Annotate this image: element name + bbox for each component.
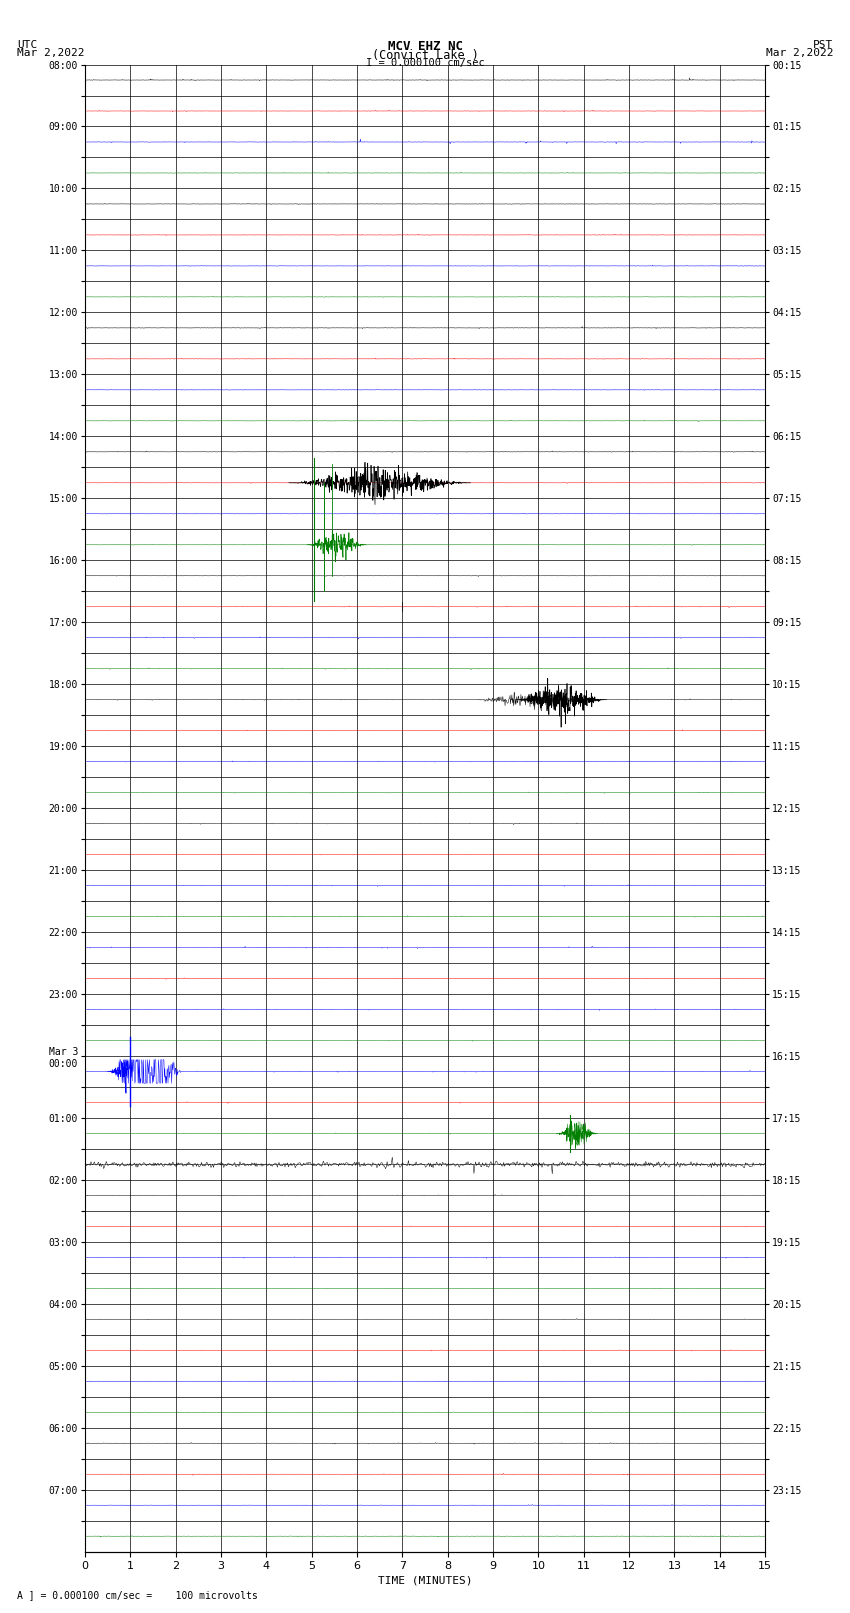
Text: UTC: UTC [17, 39, 37, 50]
Text: (Convict Lake ): (Convict Lake ) [371, 50, 479, 63]
Text: Mar 2,2022: Mar 2,2022 [17, 48, 84, 58]
Text: PST: PST [813, 39, 833, 50]
Text: A ] = 0.000100 cm/sec =    100 microvolts: A ] = 0.000100 cm/sec = 100 microvolts [17, 1590, 258, 1600]
Text: Mar 2,2022: Mar 2,2022 [766, 48, 833, 58]
Text: MCV EHZ NC: MCV EHZ NC [388, 39, 462, 53]
X-axis label: TIME (MINUTES): TIME (MINUTES) [377, 1576, 473, 1586]
Text: I = 0.000100 cm/sec: I = 0.000100 cm/sec [366, 58, 484, 68]
